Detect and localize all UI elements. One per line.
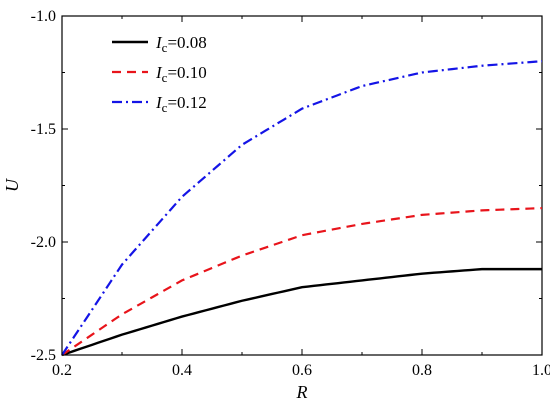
x-tick-label-2: 0.6 xyxy=(292,362,312,379)
series-line-1 xyxy=(61,207,543,356)
legend-label-0: Ic=0.08 xyxy=(155,33,207,55)
y-tick-label-2: -1.5 xyxy=(31,121,56,138)
y-tick-label-0: -2.5 xyxy=(31,347,56,364)
x-tick-label-3: 0.8 xyxy=(412,362,432,379)
x-tick-label-0: 0.2 xyxy=(52,362,72,379)
x-tick-label-4: 1.0 xyxy=(532,362,550,379)
legend: Ic=0.08 Ic=0.10 Ic=0.12 xyxy=(112,33,207,115)
y-axis-title: U xyxy=(2,178,22,192)
ticks-layer: 0.2 0.4 0.6 0.8 1.0 -2.5 -2.0 -1.5 -1.0 xyxy=(31,8,550,379)
y-tick-label-3: -1.0 xyxy=(31,8,56,25)
series-layer xyxy=(61,60,543,357)
y-tick-label-1: -2.0 xyxy=(31,234,56,251)
series-line-0 xyxy=(61,267,542,357)
legend-label-2: Ic=0.12 xyxy=(155,93,207,115)
series-line-2 xyxy=(61,60,543,356)
x-axis-title: R xyxy=(296,382,308,402)
legend-label-1: Ic=0.10 xyxy=(155,63,207,85)
x-tick-label-1: 0.4 xyxy=(172,362,192,379)
